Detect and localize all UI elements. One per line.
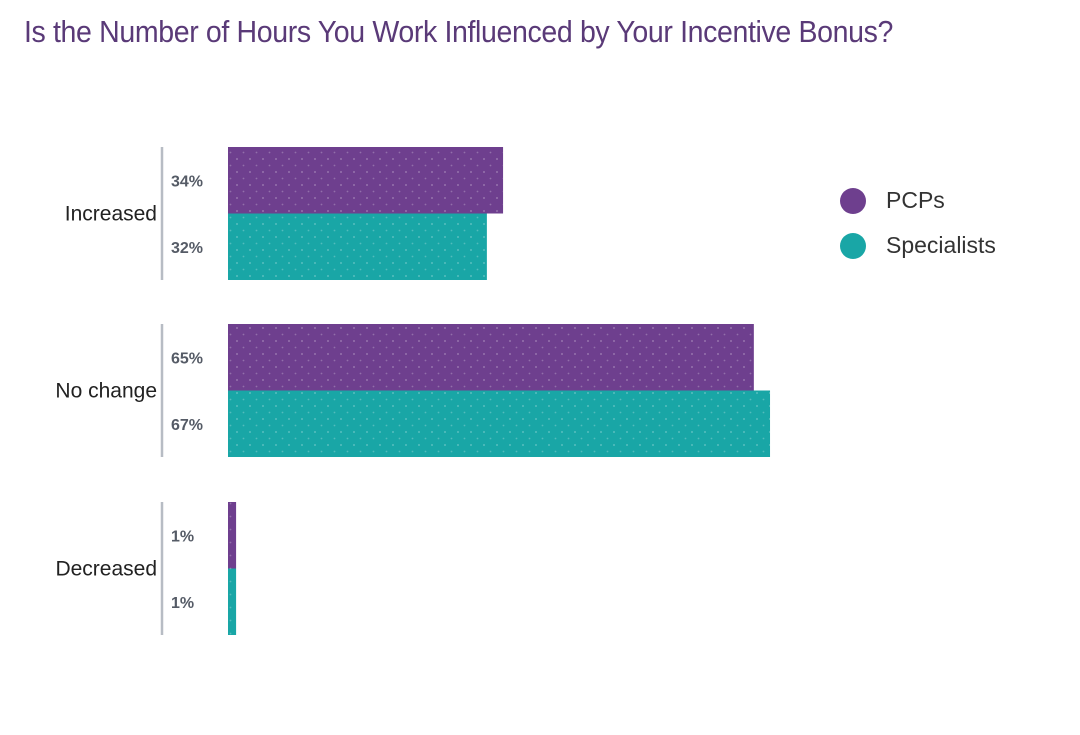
value-label-pcps-decreased: 1% bbox=[171, 528, 194, 545]
legend-item-pcps: PCPs bbox=[840, 178, 996, 223]
legend-label-pcps: PCPs bbox=[886, 187, 945, 213]
value-label-specialists-no-change: 67% bbox=[171, 417, 203, 434]
legend-item-specialists: Specialists bbox=[840, 223, 996, 268]
bar-texture-pcps-decreased bbox=[228, 502, 237, 569]
legend-swatch-pcps bbox=[840, 187, 866, 214]
value-label-pcps-no-change: 65% bbox=[171, 350, 203, 367]
chart-title: Is the Number of Hours You Work Influenc… bbox=[24, 14, 893, 49]
bar-texture-pcps-increased bbox=[228, 147, 504, 214]
bar-texture-specialists-decreased bbox=[228, 568, 237, 635]
legend-label-specialists: Specialists bbox=[886, 232, 996, 258]
bar-texture-specialists-increased bbox=[228, 213, 487, 280]
legend-swatch-specialists bbox=[840, 232, 866, 259]
bar-texture-pcps-no-change bbox=[228, 324, 754, 391]
legend: PCPs Specialists bbox=[840, 178, 996, 268]
value-label-specialists-decreased: 1% bbox=[171, 595, 194, 612]
value-label-specialists-increased: 32% bbox=[171, 240, 203, 257]
category-label-decreased: Decreased bbox=[55, 558, 157, 581]
bar-texture-specialists-no-change bbox=[228, 390, 771, 457]
category-label-increased: Increased bbox=[65, 203, 157, 226]
value-label-pcps-increased: 34% bbox=[171, 173, 203, 190]
category-label-no-change: No change bbox=[55, 380, 157, 403]
bars-layer: Increased 34% 32% No change 65% 67% Decreased 1… bbox=[55, 147, 771, 635]
